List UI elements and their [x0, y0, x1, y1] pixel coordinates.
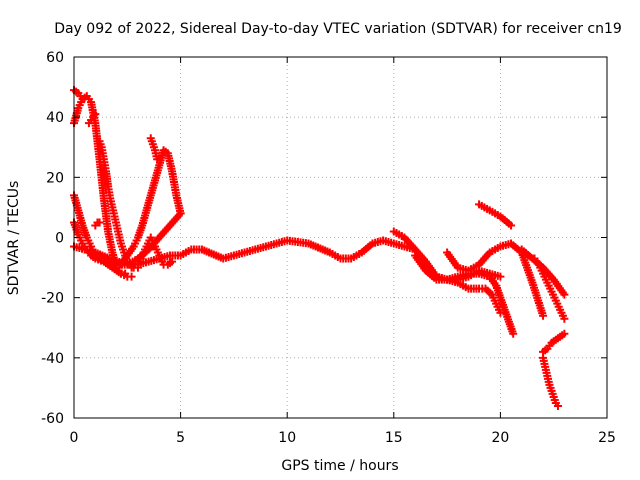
data-point: [560, 290, 569, 299]
y-tick-label: -60: [41, 411, 64, 427]
data-point: [168, 257, 177, 266]
y-tick-label: 60: [46, 50, 64, 66]
x-tick-label: 25: [598, 430, 616, 446]
data-point: [176, 209, 185, 218]
data-point: [496, 272, 505, 281]
chart-title: Day 092 of 2022, Sidereal Day-to-day VTE…: [54, 21, 622, 37]
data-point: [509, 329, 518, 338]
data-point: [91, 110, 100, 119]
data-point: [539, 311, 548, 320]
x-tick-label: 15: [385, 430, 403, 446]
data-point: [496, 308, 505, 317]
data-point: [507, 221, 516, 230]
data-point: [553, 401, 562, 410]
y-tick-label: -20: [41, 291, 64, 307]
data-point: [560, 314, 569, 323]
x-tick-label: 10: [278, 430, 296, 446]
x-axis-label: GPS time / hours: [281, 458, 398, 474]
x-tick-label: 0: [70, 430, 79, 446]
data-point: [560, 329, 569, 338]
data-point: [153, 155, 162, 164]
data-point: [76, 92, 85, 101]
x-tick-label: 20: [491, 430, 509, 446]
x-tick-label: 5: [176, 430, 185, 446]
y-axis-label: SDTVAR / TECUs: [6, 181, 22, 296]
data-points: [70, 86, 569, 410]
data-point: [127, 272, 136, 281]
y-tick-label: 0: [55, 231, 64, 247]
y-tick-label: 40: [46, 110, 64, 126]
y-tick-label: -40: [41, 351, 64, 367]
y-tick-label: 20: [46, 170, 64, 186]
data-point: [95, 218, 104, 227]
axis-ticks: 0 5 10 15 20 25 -60 -40 -20 0 20 40 60: [41, 50, 616, 446]
